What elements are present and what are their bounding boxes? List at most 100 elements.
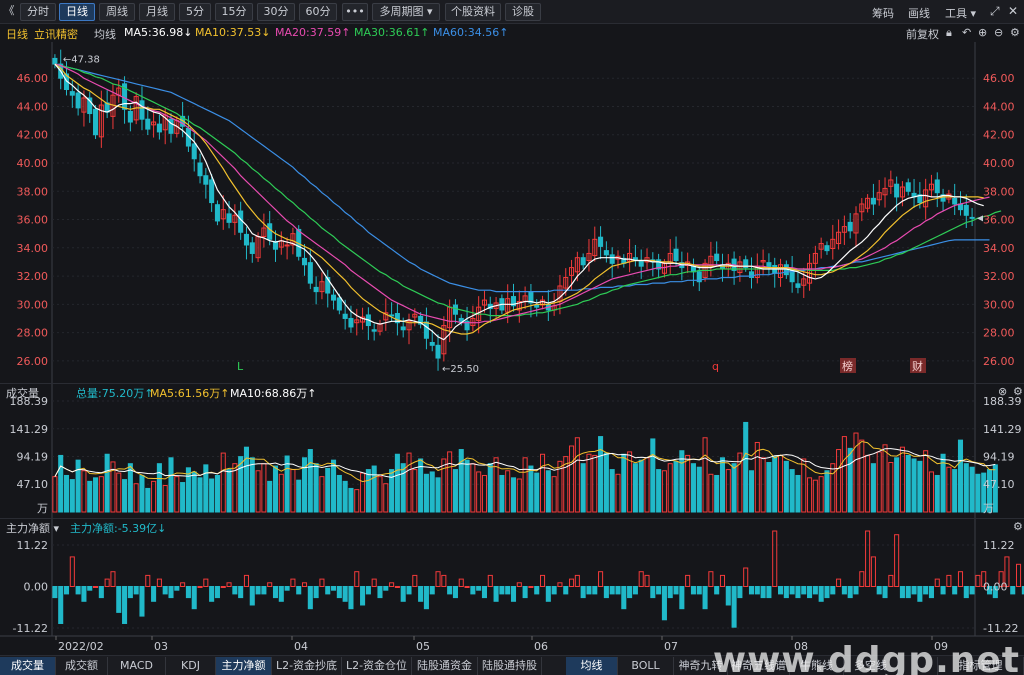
close-x-icon[interactable]: ✕ — [1008, 4, 1019, 18]
more-periods-button[interactable]: ••• — [342, 3, 368, 21]
tab-magic-nine[interactable]: 神奇九转 — [674, 657, 728, 675]
volume-bar — [534, 472, 540, 513]
capital-bar — [307, 586, 313, 610]
tab-main-capital[interactable]: 主力净额 — [216, 657, 272, 675]
volume-settings-icon[interactable]: ⚙ — [1013, 385, 1023, 398]
tab-boll[interactable]: BOLL — [618, 657, 674, 675]
period-day-button[interactable]: 日线 — [59, 3, 95, 21]
candle-body — [516, 301, 522, 311]
candle-body — [580, 257, 586, 266]
period-60min-button[interactable]: 60分 — [299, 3, 337, 21]
x-tick-label: 08 — [794, 640, 808, 653]
tab-bull-bear[interactable]: 牛熊线 — [790, 657, 844, 675]
capital-bar — [702, 586, 708, 610]
volume-bar — [563, 456, 569, 513]
volume-bar — [627, 451, 633, 513]
volume-bar — [899, 446, 905, 513]
period-15min-button[interactable]: 15分 — [215, 3, 253, 21]
tab-kdj[interactable]: KDJ — [166, 657, 216, 675]
draw-line-button[interactable]: 画线 — [908, 7, 930, 20]
tab-extra[interactable] — [898, 657, 938, 675]
zoom-out-icon[interactable]: ⊖ — [994, 26, 1004, 39]
tools-dropdown[interactable]: 工具 ▾ — [945, 7, 977, 20]
lock-icon[interactable]: 🔒︎ — [946, 26, 952, 39]
period-30min-button[interactable]: 30分 — [257, 3, 295, 21]
capital-bar — [708, 571, 714, 588]
tab-ma[interactable]: 均线 — [566, 657, 618, 675]
capital-settings-icon[interactable]: ⚙ — [1013, 520, 1023, 533]
ma5-line — [54, 63, 984, 341]
period-week-button[interactable]: 周线 — [99, 3, 135, 21]
tab-hk-connect-flow[interactable]: 陆股通资金 — [412, 657, 478, 675]
ma10-value: MA10:37.53↓ — [195, 26, 271, 39]
volume-bar — [429, 471, 435, 513]
volume-bar — [383, 483, 389, 513]
ma60-value: MA60:34.56↑ — [433, 26, 509, 39]
tab-turnover[interactable]: 成交额 — [56, 657, 108, 675]
volume-total: 总量:75.20万↑ — [76, 387, 154, 400]
undo-icon[interactable]: ↶ — [962, 26, 972, 39]
capital-bar — [313, 586, 319, 599]
price-tick-left: 38.00 — [17, 185, 49, 198]
period-fenshi-button[interactable]: 分时 — [20, 3, 56, 21]
capital-bar — [586, 586, 592, 595]
capital-bar — [435, 571, 441, 588]
volume-tick-right: 94.19 — [983, 451, 1015, 464]
candle-body — [214, 204, 220, 222]
bottom-indicator-tabs: 成交量 成交额 MACD KDJ 主力净额 L2-资金抄底 L2-资金仓位 陆股… — [0, 655, 1024, 675]
chips-button[interactable]: 筹码 — [872, 7, 894, 20]
tab-indicator-manage[interactable]: 指标管理 — [938, 657, 1024, 675]
price-tick-right: 46.00 — [983, 72, 1015, 85]
settings-gear-icon[interactable]: ⚙ — [1010, 26, 1020, 39]
x-tick-label: 07 — [664, 640, 678, 653]
capital-title[interactable]: 主力净额 ▾ — [6, 522, 60, 535]
price-tick-right: 28.00 — [983, 327, 1015, 340]
event-marker-bg — [840, 358, 856, 373]
capital-bar — [598, 571, 604, 588]
volume-bar — [748, 470, 755, 513]
multi-period-dropdown[interactable]: 多周期图 ▾ — [372, 3, 440, 21]
capital-bar — [731, 586, 737, 628]
event-marker-2: 榜 — [842, 359, 853, 373]
diagnose-button[interactable]: 诊股 — [505, 3, 541, 21]
capital-tick-left: -11.22 — [13, 622, 48, 635]
tab-l2-bottom[interactable]: L2-资金抄底 — [272, 657, 342, 675]
tab-l2-position[interactable]: L2-资金仓位 — [342, 657, 412, 675]
tab-long-short[interactable]: 多空线 — [844, 657, 898, 675]
candle-body — [406, 320, 412, 331]
capital-bar — [928, 586, 934, 599]
candle-body — [418, 315, 424, 325]
period-month-button[interactable]: 月线 — [139, 3, 175, 21]
x-tick-label: 06 — [534, 640, 548, 653]
capital-bar — [940, 586, 946, 595]
tab-macd[interactable]: MACD — [108, 657, 166, 675]
candle-body — [464, 320, 470, 331]
candle-body — [435, 344, 441, 359]
stock-info-button[interactable]: 个股资料 — [445, 3, 501, 21]
volume-bar — [203, 464, 209, 513]
capital-bar — [81, 586, 87, 602]
capital-bar — [243, 574, 250, 588]
ma-label[interactable]: 均线 — [94, 28, 116, 41]
adjust-mode[interactable]: 前复权 — [906, 28, 939, 41]
close-volume-icon[interactable]: ⊗ — [998, 385, 1008, 398]
volume-bar — [348, 487, 354, 513]
zoom-in-icon[interactable]: ⊕ — [978, 26, 988, 39]
tab-magic-five[interactable]: 神奇五线谱 — [728, 657, 790, 675]
capital-bar — [661, 586, 667, 621]
candle-body — [934, 179, 940, 194]
back-icon[interactable]: 《 — [3, 4, 15, 17]
volume-bar — [783, 460, 789, 513]
volume-bar — [818, 476, 824, 513]
tab-volume[interactable]: 成交量 — [0, 657, 56, 675]
period-5min-button[interactable]: 5分 — [179, 3, 211, 21]
capital-bar — [377, 586, 383, 599]
capital-bar — [122, 586, 128, 624]
volume-title[interactable]: 成交量 — [6, 387, 39, 400]
price-tick-left: 30.00 — [17, 298, 49, 311]
capital-bar — [267, 582, 273, 588]
tab-hk-connect-hold[interactable]: 陆股通持股 — [478, 657, 542, 675]
expand-icon[interactable]: ⤢ — [990, 4, 1000, 18]
